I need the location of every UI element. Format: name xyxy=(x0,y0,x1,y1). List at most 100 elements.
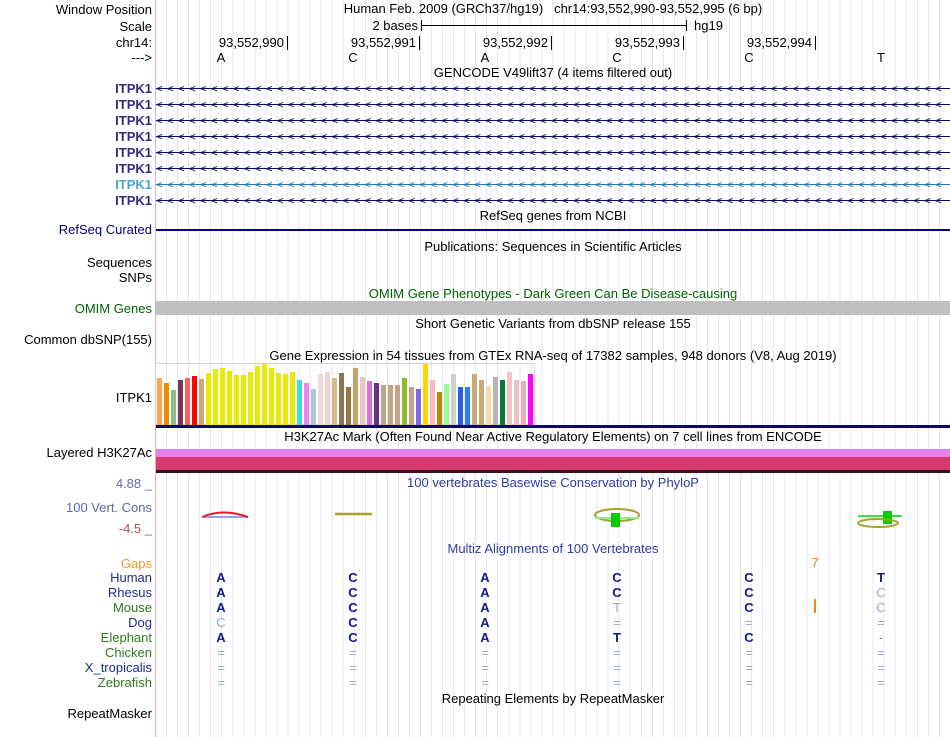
gtex-tissue-bar[interactable] xyxy=(297,380,302,425)
gtex-tissue-bar[interactable] xyxy=(367,381,372,425)
gtex-tissue-bar[interactable] xyxy=(206,373,211,425)
gtex-tissue-bar[interactable] xyxy=(311,389,316,425)
gtex-tissue-bar[interactable] xyxy=(472,374,477,425)
multiz-base-cell: C xyxy=(348,585,358,600)
conservation-max-label: 4.88 _ xyxy=(115,476,152,491)
gtex-tissue-bar[interactable] xyxy=(339,373,344,425)
sequence-base: C xyxy=(744,50,754,65)
omim-gene-bar[interactable] xyxy=(155,301,950,315)
gtex-tissue-bar[interactable] xyxy=(318,374,323,425)
gtex-tissue-bar[interactable] xyxy=(248,372,253,425)
gtex-tissue-bar[interactable] xyxy=(388,385,393,425)
gtex-tissue-bar[interactable] xyxy=(290,372,295,425)
gtex-tissue-bar[interactable] xyxy=(164,383,169,425)
gencode-strand-arrows[interactable]: <<<<<<<<<<<<<<<<<<<<<<<<<<<<<<<<<<<<<<<<… xyxy=(156,130,947,143)
gencode-gene-label: ITPK1 xyxy=(115,97,152,112)
h3k27ac-signal-band-dark[interactable] xyxy=(156,470,950,473)
gencode-gene-line xyxy=(156,104,950,105)
ruler-position-number: 93,552,991 xyxy=(350,35,416,50)
gtex-tissue-bar[interactable] xyxy=(332,378,337,425)
multiz-base-cell: = xyxy=(481,645,489,660)
gtex-tissue-bar[interactable] xyxy=(395,385,400,425)
conservation-glyphs[interactable] xyxy=(156,503,950,537)
gtex-tissue-bar[interactable] xyxy=(430,380,435,425)
gtex-tissue-bar[interactable] xyxy=(423,364,428,425)
gtex-tissue-bar[interactable] xyxy=(465,387,470,425)
multiz-base-cell: = xyxy=(217,645,225,660)
gtex-tissue-bar[interactable] xyxy=(241,375,246,425)
gencode-strand-arrows[interactable]: <<<<<<<<<<<<<<<<<<<<<<<<<<<<<<<<<<<<<<<<… xyxy=(156,114,947,127)
ruler-tick-mark xyxy=(287,36,288,50)
gtex-tissue-bar[interactable] xyxy=(213,369,218,425)
gtex-tissue-bar[interactable] xyxy=(451,374,456,425)
gtex-tissue-bar[interactable] xyxy=(269,368,274,425)
gtex-tissue-bar[interactable] xyxy=(500,380,505,425)
gtex-tissue-bar[interactable] xyxy=(220,368,225,425)
gtex-tissue-bar[interactable] xyxy=(157,378,162,425)
gtex-tissue-bar[interactable] xyxy=(493,377,498,425)
sequence-base: C xyxy=(348,50,358,65)
multiz-base-cell: = xyxy=(481,675,489,690)
gencode-strand-arrows[interactable]: <<<<<<<<<<<<<<<<<<<<<<<<<<<<<<<<<<<<<<<<… xyxy=(156,178,947,191)
sequence-base: T xyxy=(877,50,885,65)
multiz-track-title: Multiz Alignments of 100 Vertebrates xyxy=(447,541,659,556)
gtex-tissue-bar[interactable] xyxy=(178,380,183,425)
multiz-base-cell: A xyxy=(216,600,226,615)
multiz-base-cell: C xyxy=(612,570,622,585)
gencode-strand-arrows[interactable]: <<<<<<<<<<<<<<<<<<<<<<<<<<<<<<<<<<<<<<<<… xyxy=(156,162,947,175)
gencode-gene-line xyxy=(156,168,950,169)
gtex-tissue-bar[interactable] xyxy=(171,390,176,425)
gtex-tissue-bar[interactable] xyxy=(486,386,491,425)
gencode-gene-line xyxy=(156,136,950,137)
gencode-strand-arrows[interactable]: <<<<<<<<<<<<<<<<<<<<<<<<<<<<<<<<<<<<<<<<… xyxy=(156,82,947,95)
gencode-strand-arrows[interactable]: <<<<<<<<<<<<<<<<<<<<<<<<<<<<<<<<<<<<<<<<… xyxy=(156,146,947,159)
gtex-tissue-bar[interactable] xyxy=(381,385,386,425)
gtex-tissue-bar[interactable] xyxy=(479,380,484,425)
gtex-tissue-bar[interactable] xyxy=(185,378,190,425)
gtex-tissue-bar[interactable] xyxy=(402,378,407,425)
gtex-expression-bars[interactable] xyxy=(157,364,535,425)
gtex-tissue-bar[interactable] xyxy=(192,376,197,425)
scale-value: 2 bases xyxy=(372,18,418,33)
refseq-gene-bar[interactable] xyxy=(156,229,950,231)
multiz-species-label: Zebrafish xyxy=(97,675,152,690)
gtex-tissue-bar[interactable] xyxy=(360,377,365,425)
ruler-tick-mark xyxy=(551,36,552,50)
multiz-base-cell: = xyxy=(877,660,885,675)
gtex-tissue-bar[interactable] xyxy=(528,374,533,425)
repeatmasker-label: RepeatMasker xyxy=(67,706,152,721)
gtex-tissue-bar[interactable] xyxy=(255,366,260,425)
h3k27ac-signal-band-violet[interactable] xyxy=(156,449,950,457)
multiz-base-cell: T xyxy=(877,570,885,585)
gtex-tissue-bar[interactable] xyxy=(416,389,421,425)
gtex-tissue-bar[interactable] xyxy=(276,373,281,425)
gtex-tissue-bar[interactable] xyxy=(374,383,379,425)
gtex-tissue-bar[interactable] xyxy=(409,387,414,425)
gap-count: 7 xyxy=(811,555,819,570)
mouse-insert-tick xyxy=(814,599,816,613)
gtex-tissue-bar[interactable] xyxy=(458,387,463,425)
gtex-tissue-bar[interactable] xyxy=(262,364,267,425)
gtex-tissue-bar[interactable] xyxy=(346,387,351,425)
gtex-tissue-bar[interactable] xyxy=(325,372,330,425)
gtex-tissue-bar[interactable] xyxy=(199,379,204,425)
gtex-tissue-bar[interactable] xyxy=(514,380,519,425)
h3k27ac-signal-band-crimson[interactable] xyxy=(156,457,950,470)
gtex-tissue-bar[interactable] xyxy=(521,381,526,425)
gtex-tissue-bar[interactable] xyxy=(437,392,442,425)
gtex-tissue-bar[interactable] xyxy=(353,368,358,425)
gencode-strand-arrows[interactable]: <<<<<<<<<<<<<<<<<<<<<<<<<<<<<<<<<<<<<<<<… xyxy=(156,98,947,111)
gencode-strand-arrows[interactable]: <<<<<<<<<<<<<<<<<<<<<<<<<<<<<<<<<<<<<<<<… xyxy=(156,194,947,207)
gtex-tissue-bar[interactable] xyxy=(304,383,309,425)
gtex-tissue-bar[interactable] xyxy=(283,374,288,425)
gtex-tissue-bar[interactable] xyxy=(507,372,512,425)
conservation-label: 100 Vert. Cons xyxy=(66,500,152,515)
omim-genes-label: OMIM Genes xyxy=(74,301,152,316)
gtex-tissue-bar[interactable] xyxy=(227,371,232,425)
gtex-tissue-bar[interactable] xyxy=(444,384,449,425)
multiz-base-cell: C xyxy=(744,570,754,585)
multiz-base-cell: C xyxy=(876,600,886,615)
gtex-tissue-bar[interactable] xyxy=(234,375,239,425)
multiz-base-cell: A xyxy=(480,600,490,615)
phylop-glyph-square2 xyxy=(883,511,892,524)
